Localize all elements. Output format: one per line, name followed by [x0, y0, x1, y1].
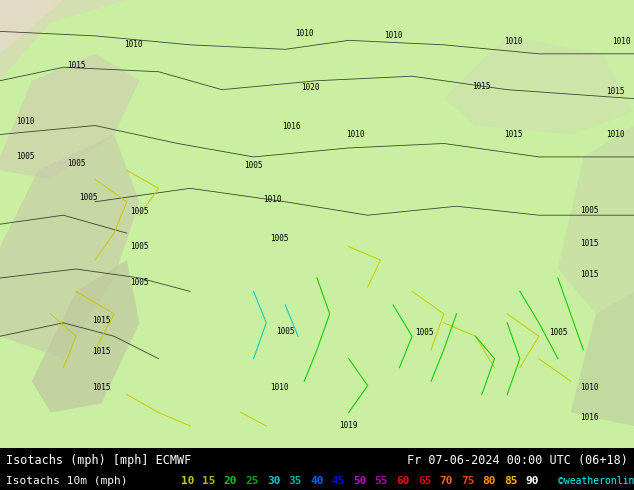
Text: 1005: 1005: [130, 242, 149, 251]
Polygon shape: [444, 36, 634, 135]
Text: 1015: 1015: [472, 81, 491, 91]
Text: 1010: 1010: [580, 383, 599, 392]
Text: 1005: 1005: [276, 327, 295, 336]
Text: 1010: 1010: [605, 130, 624, 139]
Text: 1015: 1015: [67, 60, 86, 70]
Polygon shape: [0, 0, 63, 54]
Text: 10: 10: [181, 476, 194, 486]
Text: Isotachs (mph) [mph] ECMWF: Isotachs (mph) [mph] ECMWF: [6, 454, 191, 466]
Text: 15: 15: [202, 476, 216, 486]
Text: 1010: 1010: [346, 130, 365, 139]
Text: 65: 65: [418, 476, 431, 486]
Polygon shape: [558, 125, 634, 314]
Text: 1019: 1019: [339, 421, 358, 430]
Text: 1010: 1010: [263, 195, 282, 204]
Text: 1005: 1005: [130, 207, 149, 216]
Text: 1010: 1010: [384, 31, 403, 40]
Text: 1015: 1015: [605, 87, 624, 97]
Text: 1005: 1005: [269, 234, 288, 243]
Text: 60: 60: [396, 476, 410, 486]
Polygon shape: [32, 260, 139, 413]
Text: 20: 20: [224, 476, 237, 486]
Text: 70: 70: [439, 476, 453, 486]
Text: 1015: 1015: [92, 347, 111, 356]
Text: 1005: 1005: [415, 328, 434, 337]
Text: 1015: 1015: [92, 383, 111, 392]
Text: 35: 35: [288, 476, 302, 486]
Text: 1010: 1010: [295, 29, 314, 38]
Text: 1010: 1010: [612, 37, 631, 46]
Text: 90: 90: [526, 476, 539, 486]
Text: 1005: 1005: [548, 328, 567, 337]
Polygon shape: [0, 54, 139, 179]
Text: 1005: 1005: [67, 159, 86, 168]
Text: 50: 50: [353, 476, 366, 486]
Text: 40: 40: [310, 476, 323, 486]
Text: 55: 55: [375, 476, 388, 486]
Text: ©weatheronline.co.uk: ©weatheronline.co.uk: [558, 476, 634, 486]
Text: 1020: 1020: [301, 83, 320, 92]
Text: 1005: 1005: [244, 161, 263, 171]
Text: 30: 30: [267, 476, 280, 486]
Text: 1015: 1015: [580, 239, 599, 247]
Text: 1010: 1010: [269, 383, 288, 392]
Text: 75: 75: [461, 476, 474, 486]
Polygon shape: [0, 135, 139, 359]
Polygon shape: [571, 292, 634, 426]
Text: 1005: 1005: [79, 193, 98, 202]
Text: 1010: 1010: [124, 40, 143, 49]
Text: 1010: 1010: [16, 117, 35, 125]
Text: 1010: 1010: [504, 37, 523, 46]
Text: Fr 07-06-2024 00:00 UTC (06+18): Fr 07-06-2024 00:00 UTC (06+18): [407, 454, 628, 466]
Text: 1015: 1015: [580, 270, 599, 279]
Text: 1015: 1015: [92, 316, 111, 325]
Text: 45: 45: [332, 476, 345, 486]
Text: 1016: 1016: [580, 414, 599, 422]
Text: 1005: 1005: [580, 206, 599, 215]
Text: 1015: 1015: [504, 130, 523, 139]
Text: 1005: 1005: [130, 278, 149, 287]
Polygon shape: [0, 0, 127, 81]
Text: 80: 80: [482, 476, 496, 486]
Text: 1005: 1005: [16, 152, 35, 161]
Text: 85: 85: [504, 476, 517, 486]
Text: Isotachs 10m (mph): Isotachs 10m (mph): [6, 476, 128, 486]
Text: 1016: 1016: [282, 122, 301, 131]
Text: 25: 25: [245, 476, 259, 486]
